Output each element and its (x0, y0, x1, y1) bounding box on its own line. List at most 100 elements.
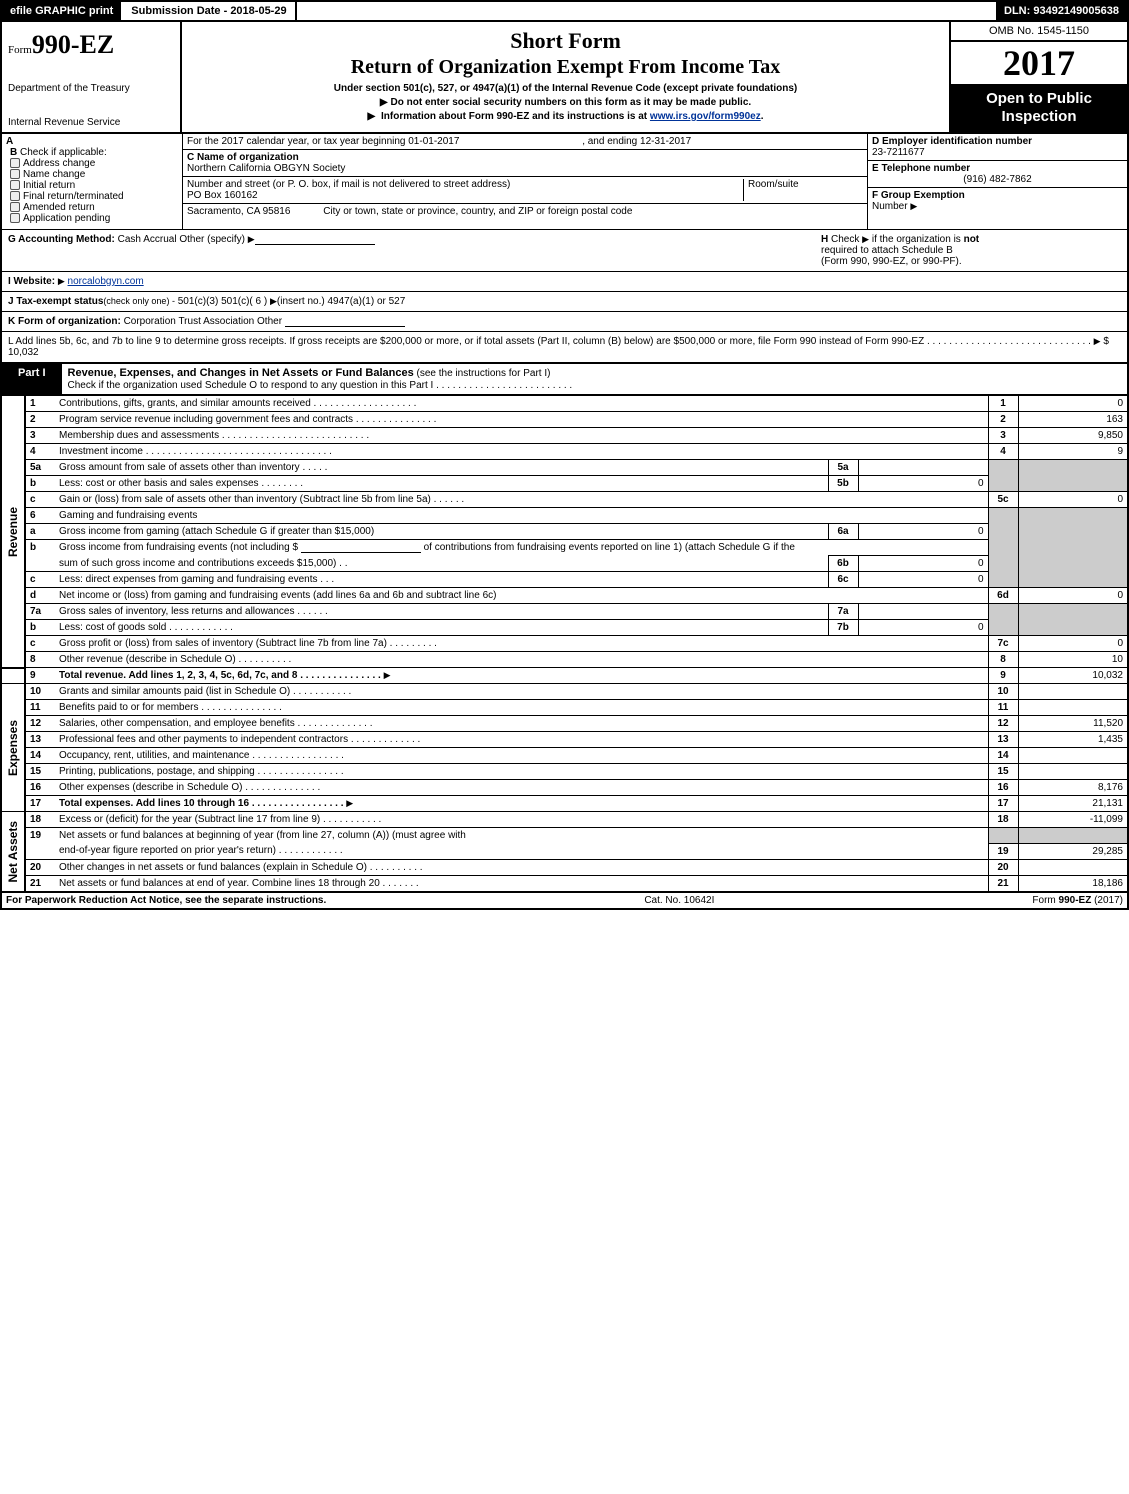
cb-name-change[interactable] (10, 169, 20, 179)
r15-num: 15 (25, 764, 55, 780)
r17-num: 17 (25, 796, 55, 812)
r5b-mv: 0 (858, 476, 988, 492)
r19-shade (988, 828, 1018, 844)
cb-application-pending[interactable] (10, 213, 20, 223)
r19-desc2: end-of-year figure reported on prior yea… (55, 843, 988, 859)
r3-rn: 3 (988, 428, 1018, 444)
cb-address-change[interactable] (10, 158, 20, 168)
cb-final-return[interactable] (10, 191, 20, 201)
table-row: b Less: cost or other basis and sales ex… (1, 476, 1128, 492)
r4-desc: Investment income . . . . . . . . . . . … (55, 444, 988, 460)
addr-value: PO Box 160162 (187, 190, 258, 201)
cb-initial-return[interactable] (10, 180, 20, 190)
r6b-input[interactable] (301, 542, 421, 553)
r6-num: 6 (25, 508, 55, 524)
r6c-mn: 6c (828, 572, 858, 588)
h-label: H (821, 234, 828, 245)
f-arrow-icon (910, 201, 917, 212)
r16-rv: 8,176 (1018, 780, 1128, 796)
footer-right-a: Form (1032, 895, 1058, 906)
r21-num: 21 (25, 875, 55, 891)
table-row: c Gain or (loss) from sale of assets oth… (1, 492, 1128, 508)
table-row: 21 Net assets or fund balances at end of… (1, 875, 1128, 891)
e-value: (916) 482-7862 (872, 174, 1123, 185)
r8-rv: 10 (1018, 652, 1128, 668)
table-row: 16 Other expenses (describe in Schedule … (1, 780, 1128, 796)
j-4947: 4947(a)(1) or (327, 296, 385, 307)
financial-table: Revenue 1 Contributions, gifts, grants, … (0, 395, 1129, 892)
footer-cat-no: Cat. No. 10642I (644, 895, 714, 906)
r18-rn: 18 (988, 812, 1018, 828)
footer-right-b: 990-EZ (1059, 895, 1092, 906)
r6a-mn: 6a (828, 524, 858, 540)
r6b-desc1: Gross income from fundraising events (no… (55, 540, 988, 556)
part-i-title: Revenue, Expenses, and Changes in Net As… (62, 364, 1107, 394)
r17-rv: 21,131 (1018, 796, 1128, 812)
r11-desc: Benefits paid to or for members . . . . … (55, 700, 988, 716)
r9-rn: 9 (988, 668, 1018, 684)
r5c-rv: 0 (1018, 492, 1128, 508)
r13-num: 13 (25, 732, 55, 748)
table-row: 4 Investment income . . . . . . . . . . … (1, 444, 1128, 460)
r6a-num: a (25, 524, 55, 540)
footer-left: For Paperwork Reduction Act Notice, see … (6, 895, 326, 906)
r5b-mn: 5b (828, 476, 858, 492)
r7c-desc: Gross profit or (loss) from sales of inv… (55, 636, 988, 652)
d-ein-box: D Employer identification number 23-7211… (868, 134, 1127, 160)
check-final-return: Final return/terminated (23, 191, 124, 202)
efile-print-button[interactable]: efile GRAPHIC print (2, 2, 123, 20)
r7a-mn: 7a (828, 604, 858, 620)
r17-rn: 17 (988, 796, 1018, 812)
r19-num: 19 (25, 828, 55, 860)
c-label: C Name of organization (187, 152, 299, 163)
r21-desc: Net assets or fund balances at end of ye… (55, 875, 988, 891)
r17-desc: Total expenses. Add lines 10 through 16 … (59, 798, 344, 809)
irs-link[interactable]: www.irs.gov/form990ez (650, 111, 761, 122)
r8-rn: 8 (988, 652, 1018, 668)
r3-num: 3 (25, 428, 55, 444)
f-group-box: F Group Exemption Number (868, 187, 1127, 214)
part-i-checkbox[interactable] (1107, 364, 1127, 394)
r6b-desc3: sum of such gross income and contributio… (55, 556, 828, 572)
r13-desc: Professional fees and other payments to … (55, 732, 988, 748)
r5c-num: c (25, 492, 55, 508)
j-501c3: 501(c)(3) (178, 296, 219, 307)
website-link[interactable]: norcalobgyn.com (68, 276, 144, 287)
r18-desc: Excess or (deficit) for the year (Subtra… (55, 812, 988, 828)
table-row: 6 Gaming and fundraising events (1, 508, 1128, 524)
g-other: Other (specify) (179, 234, 245, 245)
r10-num: 10 (25, 684, 55, 700)
r5ab-shade-v (1018, 460, 1128, 492)
table-row: end-of-year figure reported on prior yea… (1, 843, 1128, 859)
part-i-label: Part I (2, 364, 62, 394)
r4-rv: 9 (1018, 444, 1128, 460)
r7-shade-v (1018, 604, 1128, 636)
r6d-rv: 0 (1018, 588, 1128, 604)
j-hint: (check only one) - (103, 296, 175, 306)
g-label: G Accounting Method: (8, 234, 115, 245)
r10-rn: 10 (988, 684, 1018, 700)
form-number-block: Form990-EZ (8, 30, 174, 60)
j-arrow1-icon (270, 296, 277, 307)
r1-rn: 1 (988, 396, 1018, 412)
r9-num: 9 (25, 668, 55, 684)
r6b-mv: 0 (858, 556, 988, 572)
r7b-mn: 7b (828, 620, 858, 636)
r15-desc: Printing, publications, postage, and shi… (55, 764, 988, 780)
form-number: 990-EZ (32, 30, 114, 59)
r17-arrow-icon (346, 798, 353, 809)
section-gh: G Accounting Method: Cash Accrual Other … (0, 230, 1129, 272)
h-text2: if the organization is (872, 234, 961, 245)
cb-amended-return[interactable] (10, 202, 20, 212)
r7b-num: b (25, 620, 55, 636)
side-netassets: Net Assets (1, 812, 25, 892)
j-527: 527 (389, 296, 406, 307)
g-other-input[interactable] (255, 234, 375, 245)
r12-num: 12 (25, 716, 55, 732)
r4-rn: 4 (988, 444, 1018, 460)
r14-desc: Occupancy, rent, utilities, and maintena… (55, 748, 988, 764)
k-other: Other (257, 316, 282, 327)
k-other-input[interactable] (285, 316, 405, 327)
table-row: 17 Total expenses. Add lines 10 through … (1, 796, 1128, 812)
l-text: L Add lines 5b, 6c, and 7b to line 9 to … (8, 336, 924, 347)
